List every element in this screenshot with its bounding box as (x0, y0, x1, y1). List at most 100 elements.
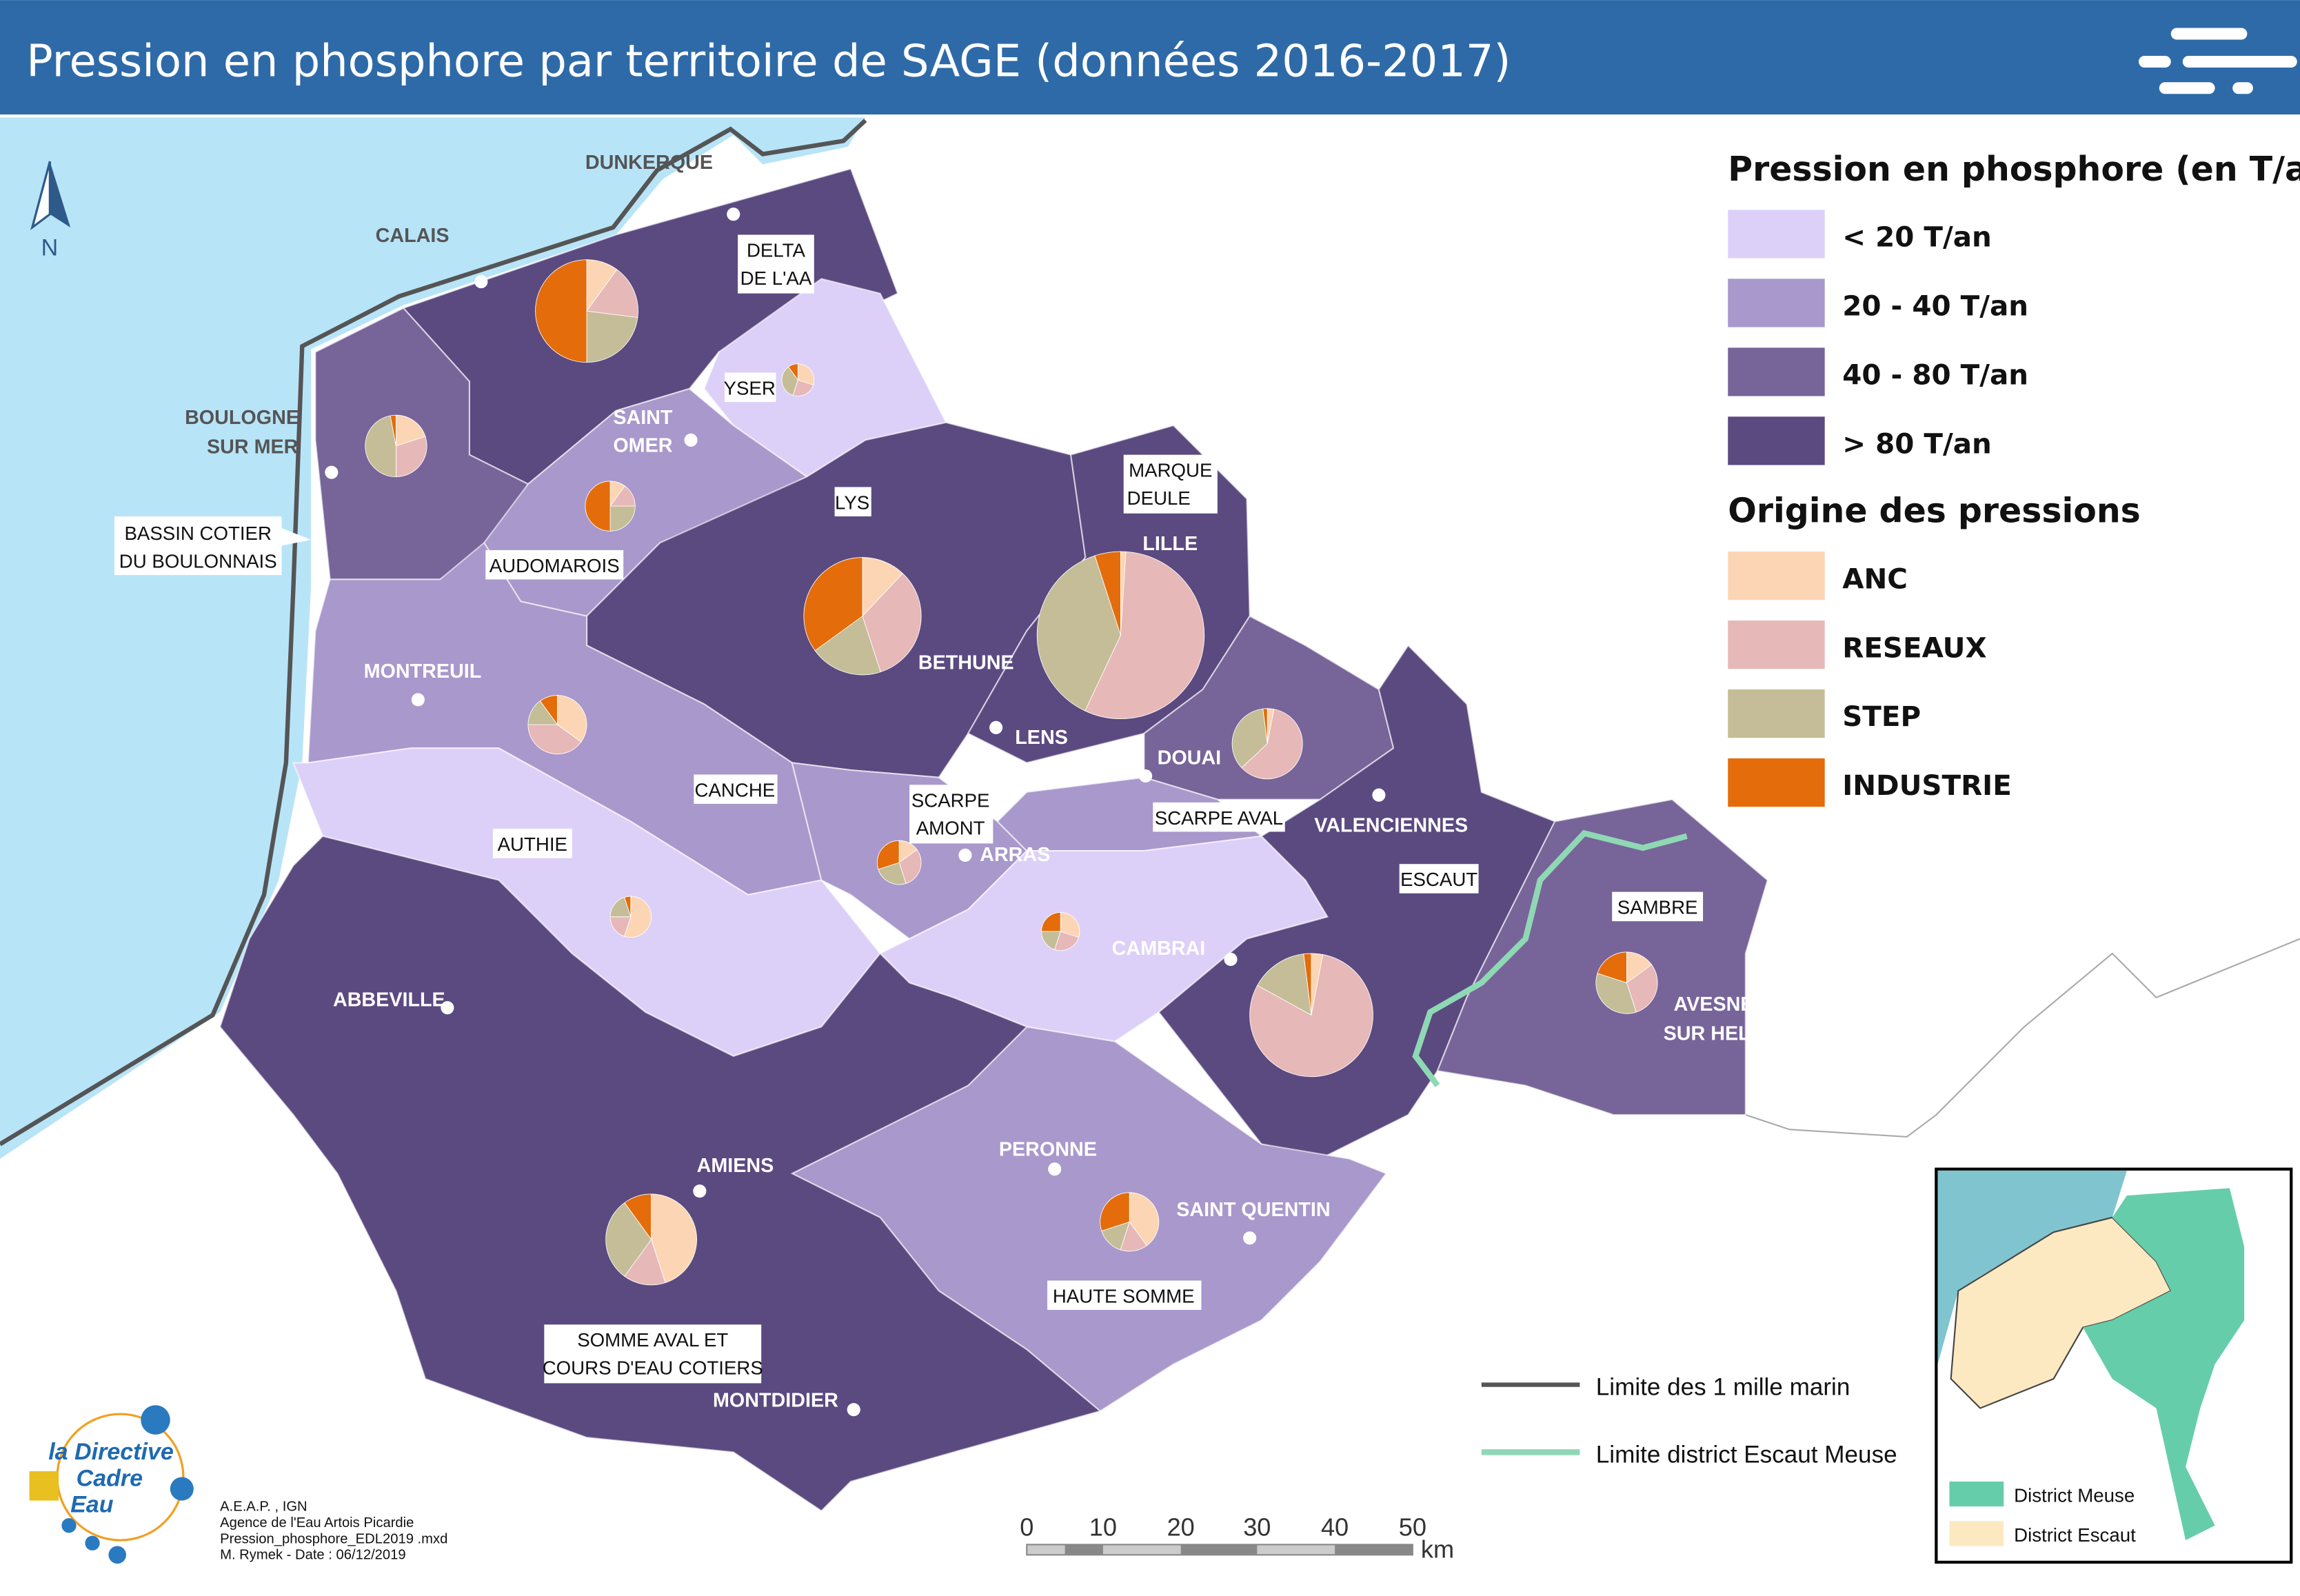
svg-text:ABBEVILLE: ABBEVILLE (333, 989, 445, 1011)
pie-slice-industrie (539, 695, 558, 726)
svg-text:AVESNES: AVESNES (1674, 993, 1767, 1016)
pie-slice-step (814, 615, 881, 676)
svg-text:Agence de l'Eau Artois Picardi: Agence de l'Eau Artois Picardie (220, 1515, 414, 1531)
pie-slice-reseaux (1085, 551, 1205, 720)
svg-text:SUR MER: SUR MER (207, 436, 299, 458)
pie-slice-step (609, 505, 636, 532)
pie-slice-industrie (1041, 912, 1061, 932)
svg-text:STEP: STEP (1842, 700, 1921, 733)
pie-slice-anc (651, 1193, 697, 1284)
svg-text:COURS D'EAU COTIERS: COURS D'EAU COTIERS (543, 1357, 763, 1379)
pie-slice-anc (1060, 912, 1080, 938)
label-scarpe-amont: SCARPE (911, 789, 990, 811)
label-escaut: ESCAUT (1400, 869, 1477, 890)
page-title: Pression en phosphore par territoire de … (26, 37, 1511, 88)
svg-text:> 80 T/an: > 80 T/an (1842, 427, 1992, 461)
svg-text:LILLE: LILLE (1142, 533, 1198, 555)
svg-text:DOUAI: DOUAI (1158, 747, 1222, 769)
pie-slice-industrie (624, 1193, 652, 1241)
pie-slice-step (878, 862, 907, 885)
label-scarpe-aval: SCARPE AVAL (1155, 807, 1283, 829)
pie-slice-step (586, 310, 638, 363)
pie-slice-industrie (876, 840, 900, 870)
sage-labels: DELTA DE L'AA YSER LYS MARQUE DEULE BASSIN… (114, 234, 1704, 1384)
region-sambre (1436, 798, 1768, 1116)
agency-logo-icon (2138, 28, 2297, 94)
pie-slice-anc (797, 363, 815, 385)
pie-slice-anc (1129, 1192, 1160, 1246)
svg-text:DU BOULONNAIS: DU BOULONNAIS (119, 550, 277, 572)
pie-slice-industrie (1597, 951, 1627, 984)
svg-text:PERONNE: PERONNE (999, 1139, 1097, 1161)
svg-text:CALAIS: CALAIS (376, 225, 450, 247)
sage-regions (219, 168, 1768, 1512)
svg-text:BETHUNE: BETHUNE (918, 651, 1014, 674)
svg-text:DEULE: DEULE (1127, 487, 1191, 509)
pie-slice-reseaux (898, 849, 922, 885)
pie-slice-step (1036, 555, 1121, 711)
svg-text:la Directive: la Directive (48, 1439, 174, 1465)
label-boulonnais: BASSIN COTIER (124, 523, 271, 544)
pie-slice-industrie (1100, 1192, 1130, 1232)
pie-slice-reseaux (862, 573, 922, 673)
pie-slice-industrie (1303, 953, 1312, 1016)
pie-slice-reseaux (792, 379, 814, 396)
pie-slice-reseaux (1054, 931, 1080, 951)
border-line (1745, 938, 2300, 1138)
svg-text:BOULOGNE: BOULOGNE (185, 407, 299, 429)
pie-slice-reseaux (609, 916, 632, 937)
directive-cadre-eau-logo: la Directive Cadre Eau (29, 1405, 194, 1564)
region-somme-aval (219, 835, 1102, 1512)
svg-text:MONTDIDIER: MONTDIDIER (713, 1389, 838, 1411)
credits: A.E.A.P. , IGN Agence de l'Eau Artois Pi… (220, 1499, 447, 1562)
pie-slice-step (609, 896, 632, 918)
pie-slice-anc (396, 414, 426, 447)
svg-text:VALENCIENNES: VALENCIENNES (1314, 814, 1468, 836)
svg-text:ANC: ANC (1842, 562, 1908, 595)
svg-text:AMIENS: AMIENS (697, 1155, 774, 1177)
svg-text:< 20 T/an: < 20 T/an (1842, 221, 1992, 254)
svg-text:Eau: Eau (70, 1492, 114, 1518)
svg-text:Limite district Escaut Meuse: Limite district Escaut Meuse (1596, 1441, 1897, 1468)
svg-text:50: 50 (1399, 1513, 1426, 1542)
svg-text:ARRAS: ARRAS (980, 844, 1050, 866)
svg-text:District Meuse: District Meuse (2014, 1485, 2135, 1506)
escaut-meuse-district-line (1412, 829, 1688, 1088)
label-canche: CANCHE (695, 779, 776, 800)
pie-slice-reseaux (624, 1238, 666, 1286)
label-audomarois: AUDOMAROIS (490, 555, 620, 576)
pie-slice-step (365, 415, 396, 477)
legend-pressure-title: Pression en phosphore (en T/an) (1728, 150, 2300, 189)
svg-text:AMONT: AMONT (916, 818, 985, 839)
label-delta-aa: DELTA (747, 239, 806, 261)
pie-slice-reseaux (1241, 709, 1303, 780)
pie-slice-step (1257, 953, 1312, 1016)
coast-mile-line (0, 119, 867, 1147)
sea (0, 117, 866, 1159)
pie-slice-anc (624, 896, 652, 938)
svg-text:M. Rymek - Date : 06/12/2019: M. Rymek - Date : 06/12/2019 (220, 1548, 406, 1563)
svg-text:Limite des 1 mille marin: Limite des 1 mille marin (1596, 1373, 1850, 1400)
label-saint-omer: SAINT (613, 407, 673, 429)
svg-text:N: N (41, 234, 59, 261)
svg-text:Pression_phosphore_EDL2019 .mx: Pression_phosphore_EDL2019 .mxd (220, 1531, 447, 1546)
svg-text:40 - 80 T/an: 40 - 80 T/an (1842, 358, 2028, 392)
pie-slice-industrie (585, 481, 611, 532)
pie-slice-anc (557, 695, 587, 743)
pie-slice-industrie (390, 414, 396, 446)
svg-text:DUNKERQUE: DUNKERQUE (585, 152, 713, 174)
pie-slice-anc (862, 557, 903, 617)
svg-text:Cadre: Cadre (77, 1465, 143, 1491)
pie-slice-industrie (1262, 708, 1268, 744)
svg-text:CAMBRAI: CAMBRAI (1112, 938, 1206, 960)
svg-text:10: 10 (1089, 1513, 1117, 1542)
svg-text:SUR HELPE: SUR HELPE (1664, 1023, 1777, 1045)
svg-text:km: km (1421, 1535, 1454, 1564)
pie-charts (365, 259, 1658, 1286)
label-marque-deule: MARQUE (1129, 460, 1212, 481)
pie-slice-reseaux (527, 724, 582, 755)
svg-text:A.E.A.P. , IGN: A.E.A.P. , IGN (220, 1499, 307, 1514)
pie-slice-industrie (803, 557, 863, 651)
svg-text:20: 20 (1167, 1513, 1195, 1542)
label-sambre: SAMBRE (1617, 897, 1698, 918)
